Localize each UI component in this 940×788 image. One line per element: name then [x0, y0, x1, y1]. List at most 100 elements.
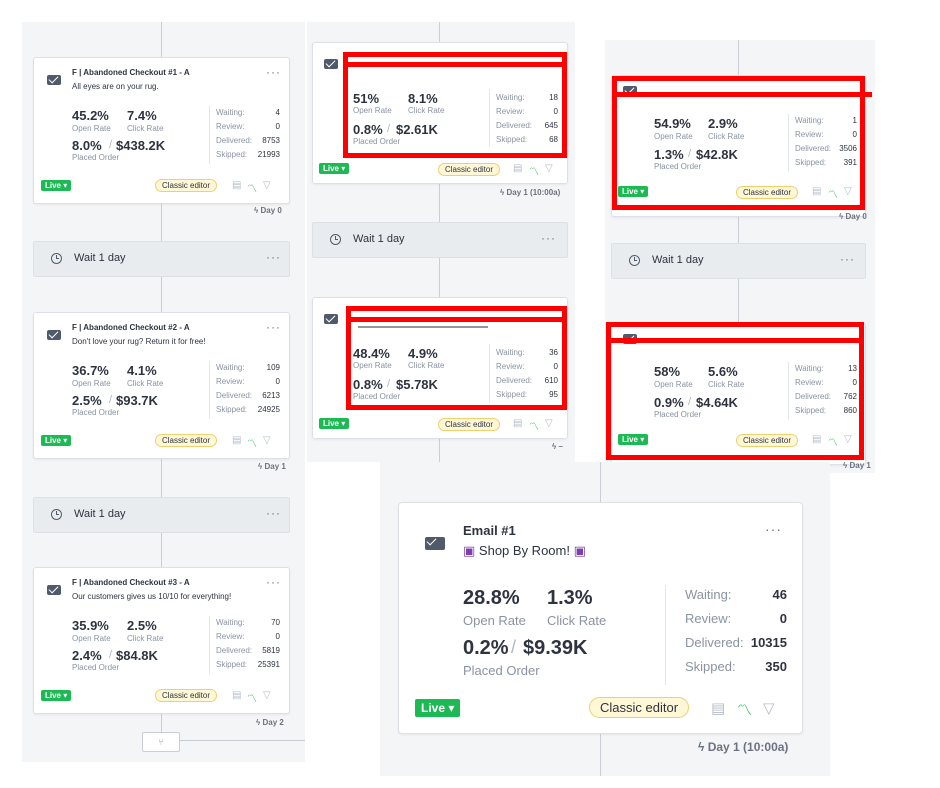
email-card[interactable]: F | Abandoned Checkout #2 - A Don't love…: [33, 312, 290, 459]
placed-order-label: Placed Order: [353, 137, 401, 146]
stat-delivered: Delivered: 610: [496, 376, 558, 385]
stat-skipped: Skipped: 95: [496, 390, 558, 399]
email-card[interactable]: 54.9% 2.9% Open Rate Click Rate 1.3% / $…: [611, 75, 866, 217]
highlight-box: [346, 306, 567, 410]
envelope-icon: [425, 537, 445, 550]
wait-step[interactable]: Wait 1 day ···: [33, 497, 290, 533]
click-rate-label: Click Rate: [127, 634, 164, 643]
review-icon[interactable]: ▤: [812, 434, 822, 445]
open-rate-value: 48.4%: [353, 346, 390, 361]
highlight-box: [606, 322, 864, 460]
trend-icon[interactable]: 〽: [828, 438, 838, 449]
trend-icon[interactable]: 〽: [737, 702, 753, 719]
open-rate-label: Open Rate: [353, 361, 392, 370]
more-icon[interactable]: ···: [266, 575, 281, 589]
filter-icon[interactable]: ▽: [263, 690, 271, 701]
email-subject: Don't love your rug? Return it for free!: [72, 337, 206, 346]
more-icon[interactable]: ···: [541, 231, 556, 245]
email-card[interactable]: F | Abandoned Checkout #3 - A Our custom…: [33, 567, 290, 714]
live-status-dropdown[interactable]: Live ▾: [618, 186, 649, 197]
live-status-dropdown[interactable]: Live ▾: [41, 180, 72, 191]
stat-waiting: Waiting: 4: [216, 108, 280, 117]
classic-editor-button[interactable]: Classic editor: [589, 697, 690, 718]
click-rate-value: 5.6%: [708, 364, 738, 379]
classic-editor-button[interactable]: Classic editor: [155, 434, 218, 447]
filter-icon[interactable]: ▽: [263, 435, 271, 446]
review-icon[interactable]: ▤: [232, 690, 242, 701]
classic-editor-button[interactable]: Classic editor: [438, 163, 501, 176]
stat-waiting: Waiting: 109: [216, 363, 280, 372]
placed-order-value: 0.9%: [654, 395, 684, 410]
more-icon[interactable]: ···: [266, 320, 281, 334]
wait-label: Wait 1 day: [652, 254, 704, 266]
trend-icon[interactable]: 〽: [529, 167, 539, 178]
stat-waiting: Waiting: 18: [496, 93, 558, 102]
wait-step[interactable]: Wait 1 day ···: [611, 243, 866, 279]
placed-order-value: 0.8%: [353, 377, 383, 392]
review-icon[interactable]: ▤: [232, 435, 242, 446]
live-status-dropdown[interactable]: Live ▾: [319, 163, 350, 174]
more-icon[interactable]: ···: [266, 506, 281, 520]
open-rate-label: Open Rate: [72, 379, 111, 388]
wait-step[interactable]: Wait 1 day ···: [312, 222, 568, 258]
classic-editor-button[interactable]: Classic editor: [438, 418, 501, 431]
flow-panel-left: ⑂ F | Abandoned Checkout #1 - A All eyes…: [22, 22, 305, 762]
slash: /: [511, 637, 517, 657]
highlight-box: [612, 76, 865, 210]
review-icon[interactable]: ▤: [812, 186, 822, 197]
review-icon[interactable]: ▤: [513, 163, 523, 174]
slash: /: [109, 394, 113, 406]
filter-icon[interactable]: ▽: [263, 180, 271, 191]
envelope-icon: [47, 585, 61, 595]
review-icon[interactable]: ▤: [513, 418, 523, 429]
classic-editor-button[interactable]: Classic editor: [155, 689, 218, 702]
open-rate-label: Open Rate: [353, 106, 392, 115]
live-status-dropdown[interactable]: Live ▾: [618, 434, 649, 445]
stat-waiting: Waiting: 1: [795, 116, 857, 125]
filter-icon[interactable]: ▽: [545, 418, 553, 429]
classic-editor-button[interactable]: Classic editor: [736, 434, 799, 447]
more-icon[interactable]: ···: [840, 252, 855, 266]
classic-editor-button[interactable]: Classic editor: [155, 179, 218, 192]
live-status-dropdown[interactable]: Live ▾: [415, 699, 461, 717]
split-node-icon[interactable]: ⑂: [142, 732, 180, 752]
stat-review: Review: 0: [685, 611, 787, 626]
email-card-zoomed[interactable]: Email #1 ▣ Shop By Room! ▣ ··· 28.8% 1.3…: [398, 502, 803, 734]
open-rate-value: 54.9%: [654, 116, 691, 131]
email-subject: Our customers gives us 10/10 for everyth…: [72, 592, 232, 601]
more-icon[interactable]: ···: [266, 250, 281, 264]
wait-step[interactable]: Wait 1 day ···: [33, 241, 290, 277]
placed-order-label: Placed Order: [72, 408, 120, 417]
stat-skipped: Skipped: 860: [795, 406, 857, 415]
trend-icon[interactable]: 〽: [529, 422, 539, 433]
placed-order-value: 8.0%: [72, 138, 102, 153]
stat-skipped: Skipped: 68: [496, 135, 558, 144]
filter-icon[interactable]: ▽: [844, 434, 852, 445]
email-card[interactable]: 58% 5.6% Open Rate Click Rate 0.9% / $4.…: [611, 323, 866, 465]
review-icon[interactable]: ▤: [232, 180, 242, 191]
email-title: Email #1: [463, 523, 516, 538]
live-status-dropdown[interactable]: Live ▾: [319, 418, 350, 429]
trend-icon[interactable]: 〽: [247, 694, 257, 705]
open-rate-value: 51%: [353, 91, 380, 106]
clock-icon: [330, 234, 341, 245]
filter-icon[interactable]: ▽: [844, 186, 852, 197]
live-status-dropdown[interactable]: Live ▾: [41, 435, 72, 446]
live-status-dropdown[interactable]: Live ▾: [41, 690, 72, 701]
revenue-value: $438.2K: [116, 138, 166, 153]
filter-icon[interactable]: ▽: [545, 163, 553, 174]
email-card[interactable]: F | Abandoned Checkout #1 - A All eyes a…: [33, 57, 290, 204]
day-label: ϟ Day 0: [254, 206, 282, 215]
filter-icon[interactable]: ▽: [763, 700, 775, 717]
stat-waiting: Waiting: 70: [216, 618, 280, 627]
more-icon[interactable]: ···: [765, 521, 782, 537]
revenue-value: $93.7K: [116, 393, 158, 408]
placed-order-value: 2.4%: [72, 648, 102, 663]
classic-editor-button[interactable]: Classic editor: [736, 186, 799, 199]
more-icon[interactable]: ···: [266, 65, 281, 79]
review-icon[interactable]: ▤: [711, 700, 726, 717]
open-rate-value: 58%: [654, 364, 681, 379]
trend-icon[interactable]: 〽: [247, 184, 257, 195]
trend-icon[interactable]: 〽: [247, 439, 257, 450]
trend-icon[interactable]: 〽: [828, 190, 838, 201]
